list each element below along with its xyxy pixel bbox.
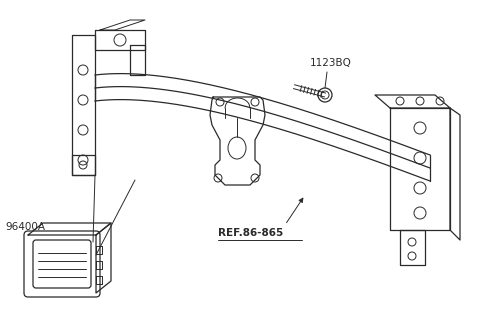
Text: 1123BQ: 1123BQ — [310, 58, 352, 68]
Text: REF.86-865: REF.86-865 — [218, 228, 283, 238]
Text: 96400A: 96400A — [5, 222, 45, 232]
